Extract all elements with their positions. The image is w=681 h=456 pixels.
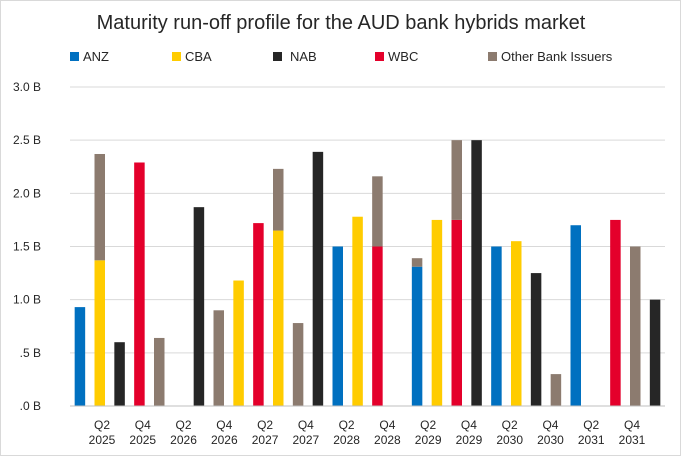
x-tick-quarter: Q4 [379,418,395,432]
x-tick-quarter: Q2 [176,418,192,432]
legend-label-wbc: WBC [388,49,418,64]
x-tick-year: 2025 [89,433,116,447]
x-tick-year: 2027 [292,433,319,447]
x-tick-year: 2029 [456,433,483,447]
bar-wbc-15 [372,246,383,406]
bar-cba-10 [273,230,284,406]
y-tick-label: 1.5 B [13,240,41,254]
legend-label-cba: CBA [185,49,212,64]
bar-cba-22 [511,241,522,406]
x-tick-quarter: Q2 [94,418,110,432]
bar-nab-20 [471,140,482,406]
bar-cba-8 [233,280,244,406]
x-tick-quarter: Q4 [624,418,640,432]
bars [74,140,661,406]
x-tick-year: 2028 [333,433,360,447]
legend-item-other-bank-issuers: Other Bank Issuers [488,49,613,64]
x-tick-quarter: Q4 [298,418,314,432]
y-tick-label: .5 B [20,346,41,360]
x-tick-year: 2026 [211,433,238,447]
x-tick-year: 2031 [619,433,646,447]
legend-swatch-other-bank-issuers [488,52,497,61]
x-tick-quarter: Q4 [542,418,558,432]
bar-other-bank-issuers-7 [213,310,224,406]
x-tick-year: 2025 [129,433,156,447]
x-tick-year: 2031 [578,433,605,447]
bar-other-bank-issuers-stack-17 [411,258,423,267]
bar-nab-12 [312,151,324,406]
bar-nab-23 [530,273,542,406]
x-tick-quarter: Q4 [135,418,151,432]
legend-item-cba: CBA [172,49,212,64]
bar-other-bank-issuers-11 [292,323,304,406]
y-tick-label: 2.0 B [13,186,41,200]
bar-wbc-9 [253,223,264,406]
x-tick-year: 2030 [537,433,564,447]
legend-item-anz: ANZ [70,49,109,64]
bar-nab-29 [649,299,661,406]
y-tick-label: 3.0 B [13,80,41,94]
bar-cba-18 [431,219,443,406]
bar-wbc-3 [134,162,145,406]
legend-swatch-cba [172,52,181,61]
bar-other-bank-issuers-stack-10 [273,168,284,231]
legend-label-nab: NAB [290,49,317,64]
bar-anz-13 [332,246,343,406]
x-tick-year: 2030 [496,433,523,447]
bar-wbc-19 [451,219,462,406]
bar-other-bank-issuers-stack-1 [94,153,105,261]
legend-label-other-bank-issuers: Other Bank Issuers [501,49,613,64]
legend-item-nab: NAB [273,49,317,64]
legend: ANZ CBA NAB WBC Other Bank Issuers [70,49,613,64]
x-tick-year: 2028 [374,433,401,447]
bar-other-bank-issuers-stack-15 [372,176,383,247]
legend-label-anz: ANZ [83,49,109,64]
legend-swatch-wbc [375,52,384,61]
bar-nab-6 [193,207,205,406]
bar-other-bank-issuers-stack-19 [451,140,462,220]
y-axis: .0 B .5 B 1.0 B 1.5 B 2.0 B 2.5 B 3.0 B [13,80,41,413]
y-tick-label: 1.0 B [13,293,41,307]
bar-cba-1 [94,260,105,406]
x-tick-quarter: Q4 [461,418,477,432]
x-tick-quarter: Q4 [216,418,232,432]
x-tick-quarter: Q2 [257,418,273,432]
bar-wbc-27 [610,219,621,406]
legend-swatch-anz [70,52,79,61]
y-tick-label: 2.5 B [13,133,41,147]
legend-swatch-nab [273,52,282,61]
y-tick-label: .0 B [20,399,41,413]
chart-title: Maturity run-off profile for the AUD ban… [97,12,586,34]
bar-cba-14 [352,216,363,406]
bar-anz-25 [570,225,581,406]
x-tick-quarter: Q2 [339,418,355,432]
bar-anz-21 [491,246,502,406]
x-tick-quarter: Q2 [420,418,436,432]
bar-anz-0 [74,307,86,406]
x-tick-year: 2026 [170,433,197,447]
x-axis: Q22025Q42025Q22026Q42026Q22027Q42027Q220… [89,418,646,447]
x-tick-year: 2029 [415,433,442,447]
x-tick-quarter: Q2 [502,418,518,432]
x-tick-quarter: Q2 [583,418,599,432]
bar-other-bank-issuers-24 [550,374,562,406]
bar-other-bank-issuers-4 [154,337,165,406]
gridlines [70,86,665,354]
bar-anz-17 [411,266,423,406]
legend-item-wbc: WBC [375,49,418,64]
bar-other-bank-issuers-28 [630,246,641,406]
bar-nab-2 [114,342,125,406]
x-tick-year: 2027 [252,433,279,447]
